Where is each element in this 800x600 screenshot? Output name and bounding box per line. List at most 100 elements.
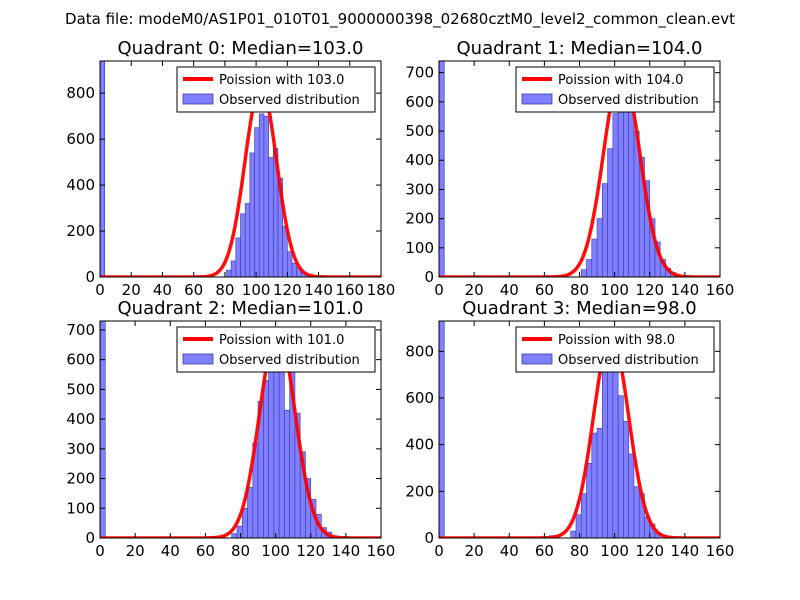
x-tick-label: 60: [535, 542, 554, 560]
y-tick-label: 0: [85, 268, 95, 286]
histogram-bar: [596, 428, 603, 538]
x-tick-label: 180: [367, 281, 396, 299]
y-tick-label: 600: [66, 351, 95, 369]
legend-bar-swatch: [521, 353, 553, 365]
y-tick-label: 600: [405, 389, 434, 407]
histogram-bar: [241, 507, 248, 538]
legend-line-label: Poission with 103.0: [219, 73, 344, 88]
y-tick-label: 400: [405, 151, 434, 169]
y-tick-label: 100: [405, 239, 434, 257]
histogram-bar: [235, 237, 241, 277]
y-tick-label: 0: [85, 529, 95, 547]
x-tick-label: 160: [367, 542, 396, 560]
histogram-bar: [254, 127, 260, 277]
y-tick-label: 500: [66, 380, 95, 398]
x-tick-label: 140: [332, 542, 361, 560]
subplot-title: Quadrant 1: Median=104.0: [457, 38, 703, 59]
poisson-fit-line: [100, 84, 381, 277]
histogram-bar: [591, 432, 598, 538]
x-tick-label: 160: [706, 542, 735, 560]
histogram-bar: [623, 421, 629, 538]
x-tick-label: 20: [465, 281, 484, 299]
histogram-bar: [612, 362, 619, 538]
legend-box: [176, 66, 376, 113]
x-tick-label: 0: [434, 542, 444, 560]
x-tick-label: 20: [465, 542, 484, 560]
legend-line-label: Poission with 104.0: [558, 73, 683, 88]
legend-box: [515, 326, 715, 373]
y-tick-label: 600: [405, 93, 434, 111]
histogram-bar: [591, 238, 598, 277]
x-tick-label: 40: [500, 542, 519, 560]
y-tick-label: 600: [66, 130, 95, 148]
poisson-fit-line: [439, 68, 720, 277]
histogram-bar: [575, 514, 582, 538]
legend-bar-swatch: [182, 353, 214, 365]
histogram-bar: [439, 61, 445, 277]
histogram-bar: [596, 218, 603, 277]
histogram-bar: [628, 95, 635, 277]
x-tick-label: 40: [500, 281, 519, 299]
x-tick-label: 140: [671, 281, 700, 299]
legend: Poission with 101.0 Observed distribution: [176, 326, 376, 373]
plot-area: [100, 321, 381, 538]
x-tick-label: 120: [635, 281, 664, 299]
figure-suptitle: Data file: modeM0/AS1P01_010T01_90000003…: [65, 10, 735, 29]
x-tick-label: 0: [95, 542, 105, 560]
x-tick-label: 120: [635, 542, 664, 560]
x-tick-label: 100: [242, 281, 271, 299]
x-tick-label: 140: [304, 281, 333, 299]
y-tick-label: 800: [66, 84, 95, 102]
legend-box: [176, 326, 376, 373]
histogram-bar: [263, 380, 269, 538]
x-tick-label: 80: [231, 542, 250, 560]
legend-bar-swatch: [182, 93, 214, 105]
histogram-bar: [580, 269, 587, 277]
histogram-bar: [570, 530, 577, 538]
y-tick-label: 200: [405, 210, 434, 228]
x-tick-label: 160: [335, 281, 364, 299]
subplot-quadrant-0: 0 20 40 60 80 100 120 140 160 180 0 200 400 600 800 Qua…: [66, 38, 395, 299]
histogram-bar: [231, 533, 238, 538]
histogram-bar: [617, 86, 624, 277]
histogram-bar: [236, 525, 243, 538]
subplot-title: Quadrant 2: Median=101.0: [118, 298, 364, 319]
x-tick-label: 120: [296, 542, 325, 560]
x-tick-label: 160: [706, 281, 735, 299]
subplot-quadrant-3: 0 20 40 60 80 100 120 140 160 0 200 400 600 800 Quadra…: [405, 298, 734, 560]
histogram-bar: [284, 409, 290, 538]
x-tick-label: 40: [153, 281, 172, 299]
histogram-bar: [247, 487, 254, 538]
y-tick-label: 200: [405, 482, 434, 500]
histogram-bar: [602, 183, 608, 277]
y-tick-label: 400: [405, 436, 434, 454]
histogram-bar: [612, 113, 619, 277]
x-tick-label: 20: [126, 542, 145, 560]
histogram-bar: [291, 262, 297, 277]
subplot-title: Quadrant 0: Median=103.0: [118, 38, 364, 59]
histogram-bar: [633, 486, 640, 538]
histogram-bar: [602, 369, 608, 538]
y-tick-label: 300: [405, 180, 434, 198]
histogram-bar: [244, 203, 251, 277]
histogram-bar: [230, 260, 237, 277]
histogram-bar: [287, 251, 293, 277]
legend: Poission with 103.0 Observed distribution: [176, 66, 376, 113]
x-tick-label: 120: [273, 281, 302, 299]
histogram-bar: [607, 148, 614, 277]
y-tick-label: 200: [66, 470, 95, 488]
subplot-grid: 0 20 40 60 80 100 120 140 160 1800200400600800Qua…: [66, 38, 734, 560]
legend-bar-label: Observed distribution: [558, 93, 699, 108]
x-tick-label: 140: [671, 542, 700, 560]
x-tick-label: 60: [184, 281, 203, 299]
subplot-title: Quadrant 3: Median=98.0: [462, 298, 697, 319]
y-tick-label: 500: [405, 122, 434, 140]
histogram-bar: [268, 356, 275, 538]
x-tick-label: 100: [261, 542, 290, 560]
histogram-bar: [100, 61, 105, 277]
y-tick-label: 400: [66, 410, 95, 428]
plot-area: [439, 61, 720, 277]
x-tick-label: 80: [215, 281, 234, 299]
legend-bar-label: Observed distribution: [219, 93, 360, 108]
